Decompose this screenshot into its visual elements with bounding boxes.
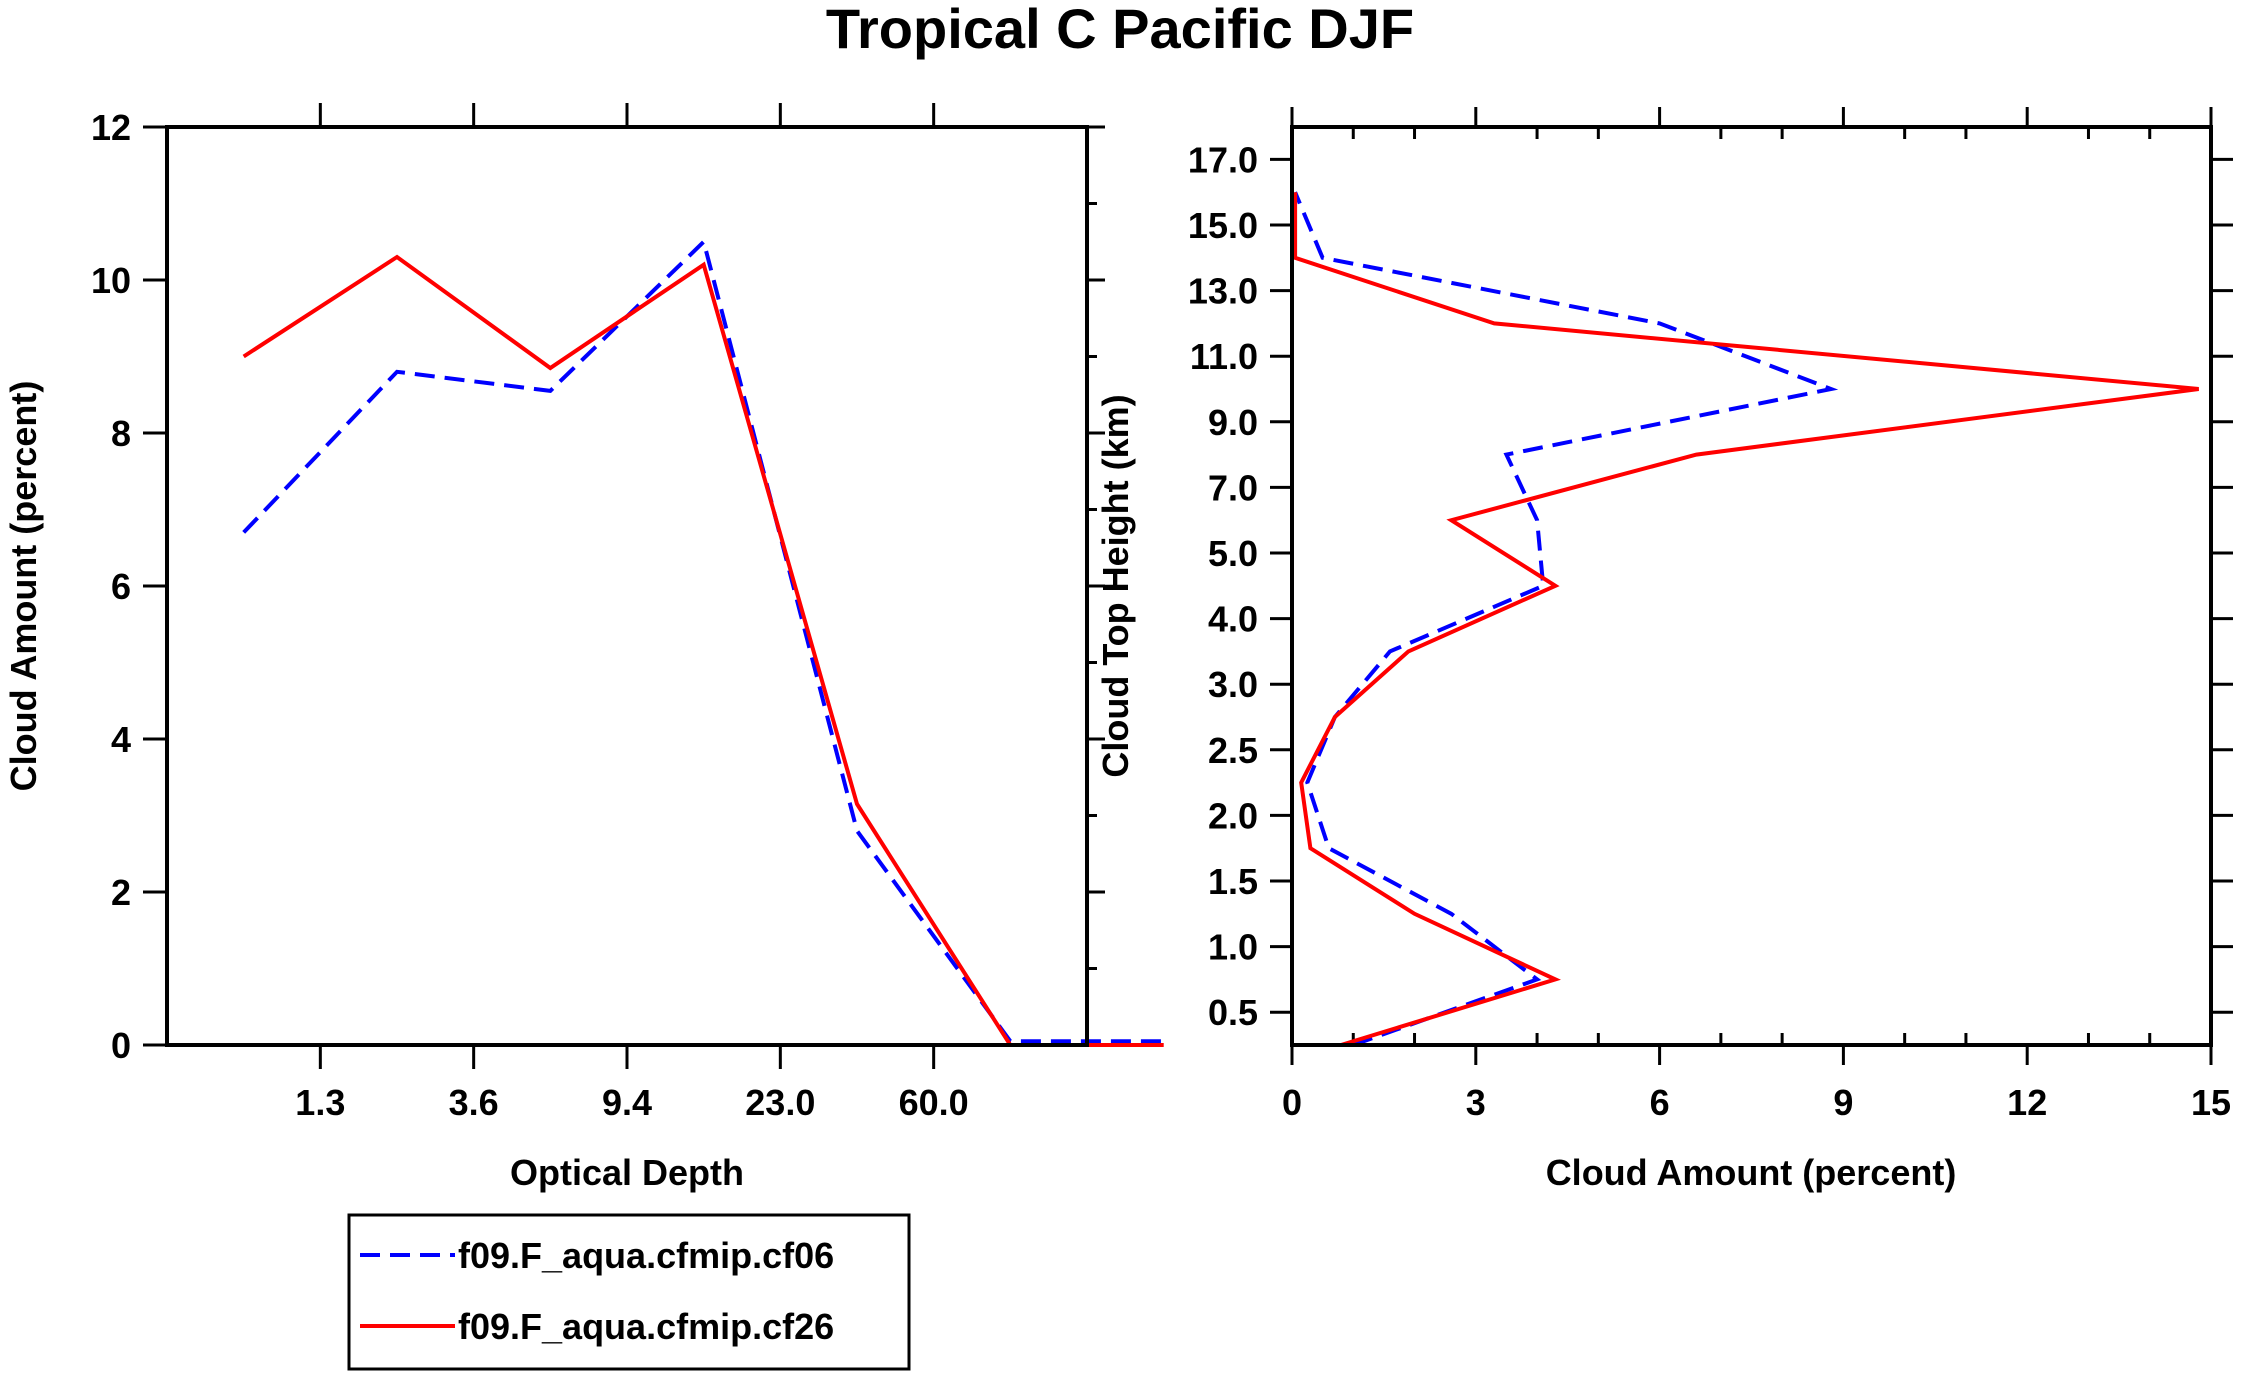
x-tick-label: 23.0 — [745, 1082, 815, 1123]
legend-label-cf06: f09.F_aqua.cfmip.cf06 — [458, 1235, 834, 1276]
y-tick-label: 6 — [111, 566, 131, 607]
figure-title: Tropical C Pacific DJF — [826, 0, 1414, 60]
cloud-top-height-plot-frame — [1290, 125, 2213, 1047]
y-tick-label: 9.0 — [1208, 402, 1258, 443]
y-tick-label: 17.0 — [1188, 139, 1258, 180]
optical-depth-axes: 0 2 4 6 8 10 12 1.3 3.6 9.4 23.0 60.0 — [91, 103, 1105, 1123]
y-tick-label: 0 — [111, 1025, 131, 1066]
cloud-top-height-y-label: Cloud Top Height (km) — [1095, 394, 1136, 777]
series-line — [242, 254, 1164, 1047]
x-tick-label: 1.3 — [295, 1082, 345, 1123]
y-tick-label: 7.0 — [1208, 467, 1258, 508]
y-tick-label: 2.0 — [1208, 795, 1258, 836]
y-tick-label: 15.0 — [1188, 205, 1258, 246]
y-tick-label: 1.5 — [1208, 861, 1258, 902]
y-tick-label: 3.0 — [1208, 664, 1258, 705]
cloud-top-height-x-label: Cloud Amount (percent) — [1546, 1152, 1957, 1193]
cloud-top-height-chart: 0.5 1.0 1.5 2.0 2.5 3.0 4.0 5.0 7.0 9.0 11.0 13.0 15… — [1095, 107, 2233, 1193]
y-tick-label: 13.0 — [1188, 271, 1258, 312]
y-tick-label: 8 — [111, 413, 131, 454]
x-tick-label: 15 — [2191, 1082, 2231, 1123]
x-tick-label: 9 — [1833, 1082, 1853, 1123]
x-tick-label: 12 — [2007, 1082, 2047, 1123]
y-tick-label: 4.0 — [1208, 599, 1258, 640]
x-tick-label: 0 — [1282, 1082, 1302, 1123]
optical-depth-plot-frame — [165, 125, 1089, 1047]
y-tick-label: 2 — [111, 872, 131, 913]
y-tick-label: 4 — [111, 719, 131, 760]
legend-label-cf26: f09.F_aqua.cfmip.cf26 — [458, 1306, 834, 1347]
y-tick-label: 1.0 — [1208, 927, 1258, 968]
x-tick-label: 60.0 — [899, 1082, 969, 1123]
series-line — [1293, 192, 2199, 1047]
optical-depth-y-label: Cloud Amount (percent) — [3, 381, 44, 792]
cloud-top-height-axes: 0.5 1.0 1.5 2.0 2.5 3.0 4.0 5.0 7.0 9.0 11.0 13.0 15… — [1188, 107, 2233, 1123]
y-tick-label: 0.5 — [1208, 992, 1258, 1033]
x-tick-label: 3 — [1466, 1082, 1486, 1123]
legend: f09.F_aqua.cfmip.cf06 f09.F_aqua.cfmip.c… — [347, 1213, 911, 1371]
x-tick-label: 3.6 — [449, 1082, 499, 1123]
optical-depth-series — [242, 237, 1164, 1047]
y-tick-label: 12 — [91, 107, 131, 148]
y-tick-label: 11.0 — [1190, 336, 1258, 377]
x-tick-label: 9.4 — [602, 1082, 652, 1123]
series-line — [242, 237, 1164, 1044]
x-tick-label: 6 — [1650, 1082, 1670, 1123]
y-tick-label: 5.0 — [1208, 533, 1258, 574]
optical-depth-x-label: Optical Depth — [510, 1152, 744, 1193]
y-tick-label: 2.5 — [1208, 730, 1258, 771]
series-line — [1293, 191, 1839, 1047]
optical-depth-chart: 0 2 4 6 8 10 12 1.3 3.6 9.4 23.0 60.0 Optical Depth… — [3, 103, 1164, 1193]
cloud-top-height-series — [1293, 191, 2199, 1047]
legend-box — [347, 1213, 911, 1371]
y-tick-label: 10 — [91, 260, 131, 301]
